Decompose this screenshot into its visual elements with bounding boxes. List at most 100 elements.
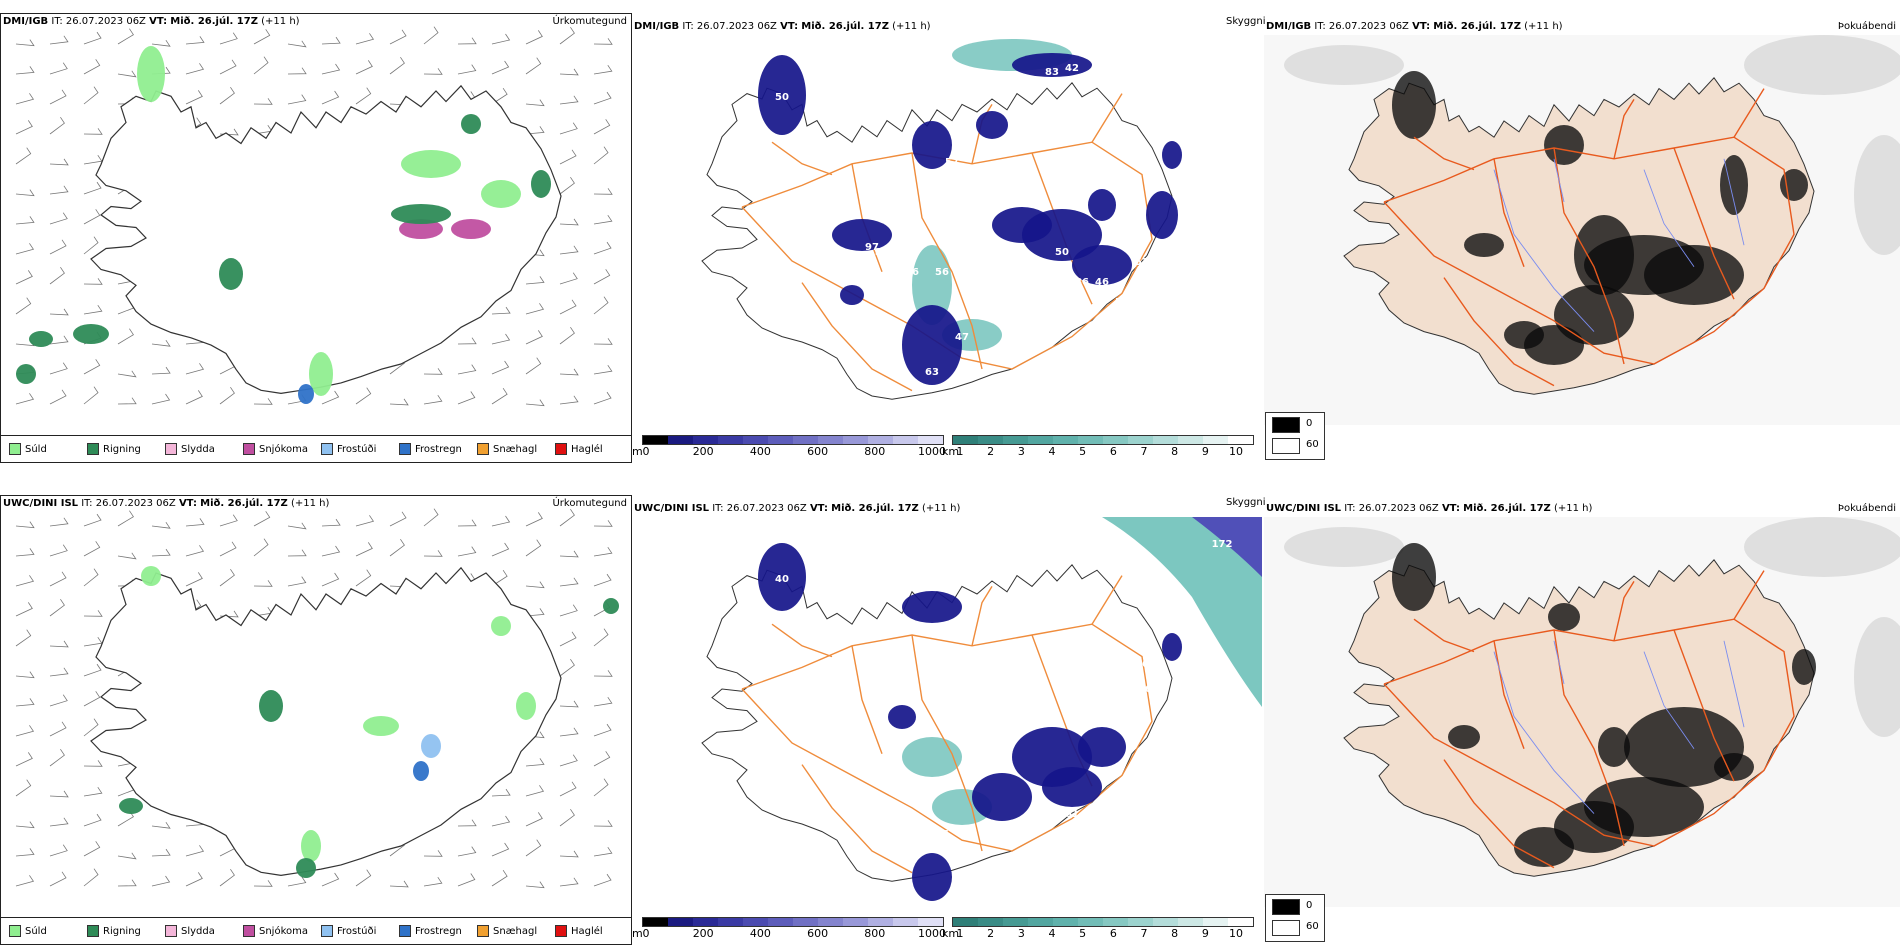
- colorbar-cell: [843, 918, 868, 926]
- colorbar-cell: [1078, 436, 1103, 444]
- wind-barb: [49, 308, 69, 316]
- wind-barb: [287, 522, 307, 530]
- precip-blob: [298, 384, 314, 404]
- legend-item-snæhagl: Snæhagl: [477, 443, 537, 455]
- wind-barb: [525, 839, 542, 857]
- fog-patches: [1392, 71, 1808, 365]
- wind-barb: [593, 91, 612, 105]
- fog-legend-high-label: 60: [1306, 439, 1319, 450]
- wind-barb: [491, 842, 510, 857]
- cloud-base-label: 30: [875, 247, 889, 258]
- cloud-base-label: 54: [1035, 317, 1049, 328]
- wind-barb: [559, 808, 575, 827]
- cloud-base-label: 31: [925, 397, 939, 408]
- legend-label: Snæhagl: [493, 443, 538, 455]
- colorbar-cell: [953, 918, 978, 926]
- wind-barb: [559, 781, 577, 797]
- wind-barb: [491, 869, 508, 887]
- wind-barb: [321, 63, 341, 75]
- wind-barb: [321, 36, 341, 45]
- legend-swatch: [9, 925, 21, 937]
- colorbar-cell: [718, 918, 743, 926]
- cloud-base-label: 97: [865, 242, 879, 253]
- wind-barb: [491, 387, 508, 405]
- cloud-area: [1088, 189, 1116, 221]
- wind-barb: [321, 390, 340, 405]
- wind-barb: [253, 880, 273, 887]
- cloud-base-label: 62: [1095, 317, 1109, 328]
- legend-item-frostúði: Frostúði: [321, 925, 376, 937]
- legend-swatch: [165, 925, 177, 937]
- cloud-area: [1012, 53, 1092, 77]
- sea-haze: [1854, 617, 1900, 737]
- cloud-base-label: 50: [775, 92, 789, 103]
- colorbar-tick: 800: [864, 445, 886, 458]
- precip-type-legend: Súld Rigning Slydda Snjókoma Frostúði Frostre…: [1, 435, 631, 462]
- precip-blob: [391, 204, 451, 224]
- wind-barb: [83, 718, 99, 737]
- wind-barb: [525, 881, 545, 889]
- wind-barb: [83, 86, 99, 105]
- wind-barb: [593, 64, 613, 75]
- iceland-coastline: [90, 566, 562, 877]
- wind-barb: [83, 236, 99, 255]
- wind-barb: [525, 785, 545, 797]
- precip-blob: [301, 830, 321, 862]
- precip-blob: [399, 219, 443, 239]
- cloud-base-label: 71: [800, 147, 814, 158]
- colorbar-cell: [1078, 918, 1103, 926]
- precip-blob: [413, 761, 429, 781]
- wind-barb: [559, 850, 579, 858]
- wind-barb: [15, 575, 35, 587]
- legend-swatch: [321, 925, 333, 937]
- wind-barb: [83, 386, 99, 405]
- wind-barb: [593, 146, 609, 165]
- wind-barb: [83, 541, 101, 557]
- wind-barb: [151, 548, 171, 557]
- wind-barb: [355, 387, 372, 405]
- panel-title: UWC/DINI ISL IT: 26.07.2023 06Z VT: Mið.…: [3, 498, 330, 509]
- cloud-area: [888, 705, 916, 729]
- visibility-panel-row1: DMI/IGB IT: 26.07.2023 06Z VT: Mið. 26.j…: [632, 13, 1262, 461]
- colorbar-cell: [743, 436, 768, 444]
- wind-barb: [457, 873, 476, 887]
- wind-barb: [423, 550, 443, 557]
- wind-barb: [559, 176, 575, 195]
- colorbar-cell: [643, 436, 668, 444]
- legend-swatch: [321, 443, 333, 455]
- wind-barb: [253, 580, 273, 587]
- wind-barb: [219, 610, 239, 618]
- ocean-low-visibility: [1102, 517, 1262, 707]
- road: [911, 152, 983, 370]
- sea-haze: [1284, 527, 1404, 567]
- iceland-coastline: [701, 82, 1173, 400]
- wind-barb: [491, 815, 511, 827]
- legend-label: Haglél: [571, 443, 603, 455]
- wind-barb: [185, 845, 205, 857]
- sea-haze: [1854, 135, 1900, 255]
- road: [1383, 618, 1795, 847]
- wind-barb: [593, 241, 612, 255]
- wind-barb: [253, 398, 273, 405]
- wind-barb: [593, 38, 613, 45]
- road: [1553, 629, 1625, 847]
- wind-barb: [15, 521, 35, 529]
- colorbar-cell: [918, 436, 943, 444]
- wind-barb: [49, 871, 67, 887]
- wind-barb: [15, 297, 32, 315]
- colorbar-cell: [1178, 918, 1203, 926]
- colorbar-tick: 3: [1017, 927, 1025, 940]
- precip-blob: [461, 114, 481, 134]
- wind-barb: [83, 513, 102, 527]
- colorbar-cell: [978, 436, 1003, 444]
- wind-barb: [151, 848, 171, 857]
- colorbar-cell: [1203, 436, 1228, 444]
- teal-area: [902, 737, 962, 777]
- wind-barb: [287, 67, 307, 75]
- legend-swatch: [243, 925, 255, 937]
- sea-haze: [1744, 35, 1900, 95]
- precip-blob: [491, 616, 511, 636]
- colorbar-tick: 6: [1109, 927, 1117, 940]
- visibility-colorbar: km 1 2 3 4 5 6 7 8 9 10: [942, 917, 1262, 943]
- wind-barb: [15, 548, 35, 557]
